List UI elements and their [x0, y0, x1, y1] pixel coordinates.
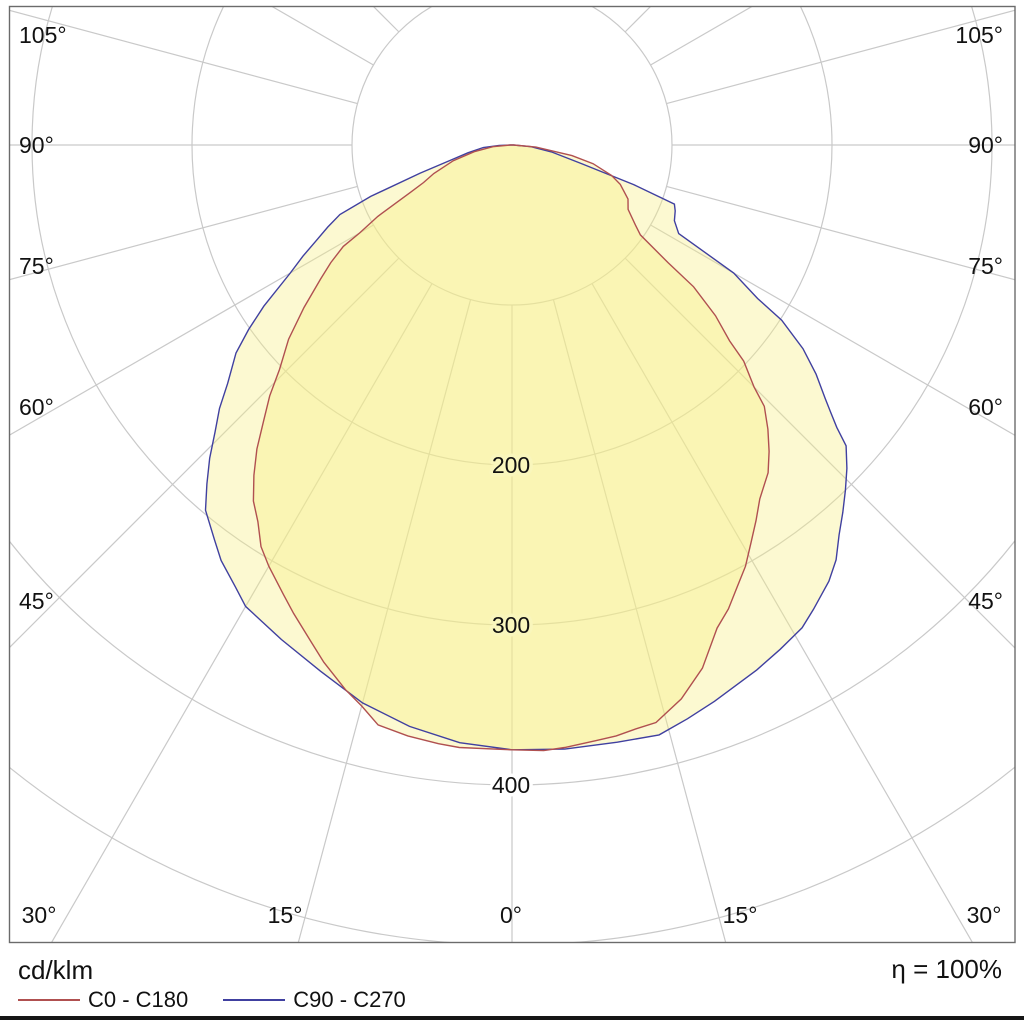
grid-ray-300 — [10, 224, 374, 436]
angle-label-bottom-3-15: 15° — [723, 902, 758, 928]
angle-label-right-105: 105° — [955, 22, 1003, 48]
units-label: cd/klm — [18, 955, 94, 985]
angle-label-bottom-4-30: 30° — [967, 902, 1002, 928]
angle-label-left-90: 90° — [19, 132, 54, 158]
ring-label-400: 400 — [492, 772, 530, 798]
grid-ray-255 — [10, 9, 358, 105]
angle-label-right-45: 45° — [968, 588, 1003, 614]
legend-label-c0-c180: C0 - C180 — [88, 987, 189, 1012]
grid-ray-330 — [50, 283, 433, 943]
grid-ray-75 — [666, 185, 1015, 281]
angle-label-left-75: 75° — [19, 253, 54, 279]
legend-line-c0-c180 — [18, 999, 80, 1001]
angle-label-right-60: 60° — [968, 394, 1003, 420]
grid-ray-150 — [592, 0, 1024, 6]
curve-C90-C270 — [204, 144, 848, 751]
curve-fill-C90-C270 — [205, 145, 847, 750]
chart-border — [8, 5, 1016, 944]
curve-fill-C0-C180 — [253, 145, 770, 751]
grid-ray-30 — [591, 283, 974, 943]
angle-label-right-90: 90° — [968, 132, 1003, 158]
angle-label-bottom-2-0: 0° — [500, 902, 522, 928]
legend-line-c90-c270 — [223, 999, 286, 1001]
legend: C0 - C180 C90 - C270 — [18, 987, 441, 1013]
ring-labels: 200 300 400 — [488, 449, 533, 802]
grid-ray-315 — [10, 257, 400, 648]
angle-label-bottom-0-30: 30° — [22, 902, 57, 928]
efficiency-label: η = 100% — [891, 954, 1002, 984]
curves-layer — [204, 144, 848, 752]
grid-ray-60 — [650, 224, 1015, 436]
ring-label-200: 200 — [492, 452, 530, 478]
angle-label-left-105: 105° — [19, 22, 67, 48]
angle-label-bottom-1-15: 15° — [268, 902, 303, 928]
grid-ray-45 — [624, 257, 1015, 649]
grid-ray-285 — [10, 185, 358, 281]
curve-C0-C180 — [252, 144, 770, 752]
ring-label-300: 300 — [492, 612, 530, 638]
angle-label-left-60: 60° — [19, 394, 54, 420]
grid-ray-15 — [552, 299, 727, 943]
angle-label-left-45: 45° — [19, 588, 54, 614]
legend-label-c90-c270: C90 - C270 — [293, 987, 406, 1012]
page-divider — [0, 1016, 1024, 1020]
grid-ray-345 — [297, 299, 472, 943]
angle-labels: 105° 90° 75° 60° 45° 105° 90° 75° 60° 45° 30° 15° 0°… — [19, 22, 1003, 928]
grid-ray-105 — [666, 9, 1015, 105]
grid-ray-210 — [0, 0, 432, 6]
angle-label-right-75: 75° — [968, 253, 1003, 279]
